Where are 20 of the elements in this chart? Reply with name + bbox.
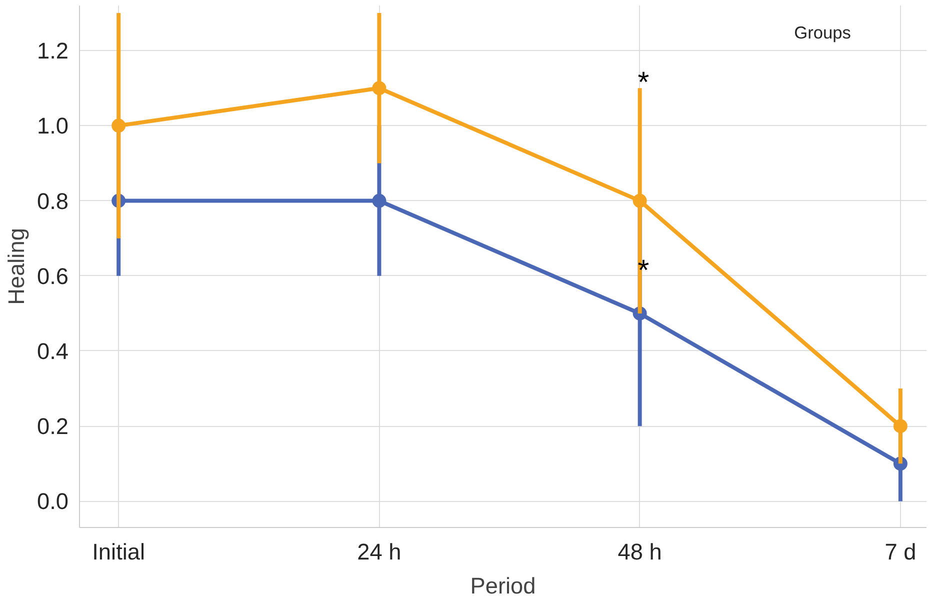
legend-title: Groups: [794, 22, 852, 42]
x-axis-title: Period: [470, 572, 536, 598]
y-tick-label: 0.6: [37, 262, 69, 289]
annotation: *: [638, 66, 650, 99]
x-tick-label: 48 h: [618, 538, 662, 564]
y-axis-title: Healing: [3, 228, 30, 305]
point: [893, 419, 908, 434]
x-tick-label: Initial: [92, 538, 146, 564]
y-tick-label: 0.0: [37, 488, 69, 514]
y-tick-label: 0.8: [37, 188, 69, 214]
x-tick-label: 7 d: [884, 538, 916, 564]
point: [372, 194, 386, 208]
point: [372, 81, 386, 96]
y-tick-label: 1.0: [37, 112, 69, 139]
y-tick-label: 1.2: [37, 38, 69, 64]
x-tick-label: 24 h: [357, 538, 402, 564]
point: [112, 118, 126, 133]
y-tick-label: 0.4: [37, 338, 69, 364]
point: [632, 194, 647, 208]
y-tick-label: 0.2: [37, 413, 69, 440]
